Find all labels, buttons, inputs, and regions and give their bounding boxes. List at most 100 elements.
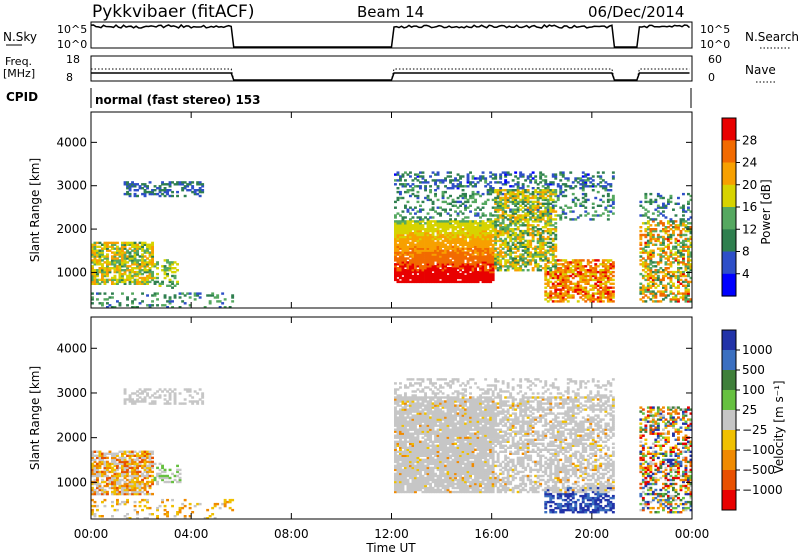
heatmap-cell (96, 278, 99, 282)
heatmap-cell (654, 272, 658, 276)
heatmap-cell (148, 280, 152, 284)
heatmap-cell (581, 200, 585, 204)
heatmap-cell (143, 466, 147, 470)
heatmap-cell (674, 251, 678, 254)
heatmap-cell (541, 253, 545, 256)
heatmap-cell (141, 282, 144, 285)
heatmap-cell (91, 488, 94, 492)
heatmap-cell (441, 243, 445, 246)
heatmap-cell (434, 235, 437, 239)
heatmap-cell (479, 239, 482, 243)
heatmap-cell (489, 269, 493, 272)
heatmap-cell (504, 255, 508, 258)
heatmap-cell (459, 226, 462, 229)
heatmap-cell (561, 288, 565, 291)
heatmap-cell (131, 398, 134, 401)
heatmap-cell (646, 286, 650, 289)
heatmap-cell (431, 239, 435, 243)
heatmap-cell (526, 212, 530, 215)
heatmap-cell (544, 196, 548, 200)
heatmap-cell (431, 202, 435, 205)
heatmap-cell (416, 278, 420, 282)
heatmap-cell (218, 506, 222, 510)
heatmap-cell (579, 177, 583, 180)
heatmap-cell (644, 300, 648, 303)
heatmap-cell (414, 245, 417, 248)
heatmap-cell (566, 274, 570, 278)
heatmap-cell (566, 267, 570, 270)
heatmap-cell (153, 392, 157, 395)
heatmap-cell (606, 280, 610, 284)
heatmap-cell (474, 177, 477, 180)
heatmap-cell (91, 468, 94, 472)
heatmap-cell (131, 476, 134, 480)
heatmap-cell (516, 194, 520, 198)
heatmap-cell (121, 241, 124, 245)
heatmap-cell (591, 292, 595, 295)
heatmap-cell (101, 272, 104, 276)
heatmap-cell (601, 272, 605, 276)
heatmap-cell (489, 231, 493, 235)
heatmap-cell (136, 259, 139, 262)
heatmap-cell (481, 251, 485, 254)
heatmap-cell (554, 263, 558, 266)
heatmap-cell (226, 500, 230, 504)
heatmap-cell (499, 187, 503, 190)
heatmap-cell (426, 233, 430, 237)
heatmap-cell (178, 306, 182, 309)
heatmap-cell (554, 288, 558, 291)
heatmap-cell (549, 237, 553, 241)
heatmap-cell (396, 272, 400, 276)
heatmap-cell (554, 280, 558, 284)
heatmap-cell (531, 226, 535, 229)
heatmap-cell (406, 261, 410, 264)
heatmap-cell (456, 173, 460, 176)
heatmap-cell (148, 513, 152, 516)
heatmap-cell (594, 276, 598, 280)
heatmap-cell (509, 233, 513, 237)
heatmap-cell (406, 249, 410, 252)
heatmap-cell (394, 458, 397, 462)
heatmap-cell (414, 185, 417, 188)
heatmap-cell (654, 270, 658, 274)
heatmap-cell (481, 235, 485, 239)
heatmap-cell (138, 270, 142, 274)
heatmap-cell (131, 482, 134, 486)
heatmap-cell (511, 231, 515, 235)
heatmap-cell (554, 228, 558, 231)
heatmap-cell (544, 187, 548, 190)
heatmap-cell (444, 185, 447, 188)
heatmap-cell (441, 241, 445, 245)
heatmap-cell (611, 177, 615, 180)
heatmap-cell (574, 282, 578, 285)
heatmap-cell (123, 402, 127, 405)
heatmap-cell (106, 270, 109, 274)
heatmap-cell (446, 245, 450, 248)
heatmap-cell (151, 243, 154, 246)
heatmap-cell (604, 189, 608, 192)
heatmap-cell (574, 196, 578, 200)
heatmap-cell (394, 466, 397, 470)
heatmap-cell (536, 233, 540, 237)
heatmap-cell (679, 251, 683, 254)
heatmap-cell (404, 204, 407, 207)
heatmap-cell (444, 269, 447, 272)
heatmap-cell (446, 228, 450, 231)
heatmap-cell (404, 220, 407, 223)
freq-line (91, 72, 690, 81)
heatmap-cell (416, 210, 420, 213)
heatmap-cell (93, 478, 97, 482)
heatmap-cell (118, 261, 122, 264)
heatmap-cell (594, 274, 598, 278)
heatmap-cell (659, 243, 663, 246)
heatmap-cell (687, 294, 690, 297)
heatmap-cell (436, 220, 440, 223)
heatmap-cell (667, 198, 670, 202)
heatmap-cell (436, 247, 440, 250)
heatmap-cell (494, 233, 498, 237)
heatmap-cell (689, 259, 693, 262)
heatmap-cell (494, 267, 498, 270)
heatmap-cell (611, 296, 615, 299)
heatmap-cell (471, 194, 475, 198)
